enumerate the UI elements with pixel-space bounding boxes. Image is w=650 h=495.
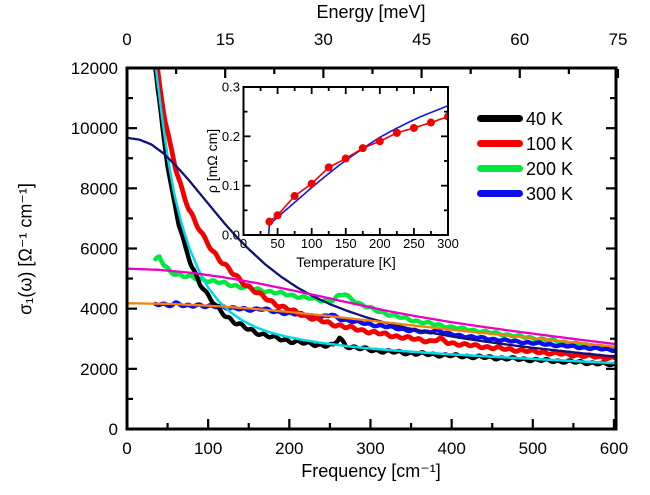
x2-tick-label: 75 — [608, 30, 627, 49]
x2-tick-label: 0 — [122, 30, 131, 49]
inset-data-point — [341, 154, 350, 163]
inset-tick-labels-group: 0 50 100 150 200 250 300 0.0 0.1 0.2 0.3 — [222, 80, 459, 252]
curve-100-k-fit — [128, 136, 615, 358]
x-tick-label: 200 — [275, 439, 303, 458]
inset-left-axis-title: ρ [mΩ cm] — [204, 128, 220, 194]
inset-x-tick-label: 0 — [240, 236, 247, 251]
y-tick-label: 6000 — [80, 240, 118, 259]
inset-y-tick-label: 0.2 — [222, 129, 240, 144]
legend-line-swatch — [477, 190, 523, 197]
inset-data-point — [444, 112, 447, 121]
inset-data-point — [265, 217, 274, 226]
legend-line-swatch — [477, 115, 523, 122]
top-axis-title: Energy [meV] — [316, 2, 426, 22]
left-axis-title: σ₁(ω) [Ω⁻¹ cm⁻¹] — [15, 183, 36, 315]
x2-tick-label: 45 — [412, 30, 431, 49]
legend-item-200k: 200 K — [477, 156, 573, 181]
inset-data-point — [358, 144, 367, 153]
inset-data-point — [392, 128, 401, 137]
y-tick-label: 4000 — [80, 300, 118, 319]
curve-200-k-fit — [128, 267, 615, 346]
x-tick-label: 500 — [519, 439, 547, 458]
main-ticks-group — [125, 66, 620, 431]
legend-label: 40 K — [526, 108, 564, 129]
inset-data-point — [324, 163, 333, 172]
inset-data-point — [426, 118, 435, 127]
bottom-axis-title: Frequency [cm⁻¹] — [301, 461, 441, 481]
main-curves-group — [128, 67, 615, 368]
x2-tick-label: 60 — [510, 30, 529, 49]
y-tick-label: 8000 — [80, 179, 118, 198]
y-tick-label: 10000 — [71, 119, 118, 138]
legend-line-swatch — [477, 140, 523, 147]
inset-ticks-group — [242, 86, 449, 236]
inset-x-tick-label: 50 — [270, 236, 284, 251]
legend: 40 K 100 K 200 K 300 K — [477, 106, 573, 206]
inset-y-tick-label: 0.0 — [222, 228, 240, 243]
legend-line-swatch — [477, 165, 523, 172]
legend-label: 200 K — [526, 158, 574, 179]
inset-data-point — [290, 192, 299, 201]
plot-frame — [125, 66, 618, 431]
legend-label: 300 K — [526, 183, 574, 204]
curve-40-k-drude-fit — [154, 67, 615, 365]
inset-data-point — [307, 179, 316, 188]
x2-tick-label: 15 — [216, 30, 235, 49]
curve-100-k-data — [154, 67, 615, 362]
legend-item-300k: 300 K — [477, 181, 573, 206]
y-tick-label: 2000 — [80, 360, 118, 379]
inset-data-point — [409, 123, 418, 132]
inset-data-point — [375, 137, 384, 146]
inset-y-tick-label: 0.3 — [222, 80, 240, 95]
legend-item-100k: 100 K — [477, 131, 573, 156]
inset-x-tick-label: 200 — [369, 236, 391, 251]
legend-item-40k: 40 K — [477, 106, 573, 131]
inset-x-tick-label: 300 — [437, 236, 459, 251]
y-tick-label: 0 — [109, 420, 118, 439]
curve-300-k-fit — [128, 302, 615, 348]
inset-x-tick-label: 150 — [335, 236, 357, 251]
x-tick-label: 400 — [437, 439, 465, 458]
x-tick-label: 100 — [194, 439, 222, 458]
inset-frame — [242, 86, 449, 236]
inset-curve-resistivity-data — [268, 116, 447, 223]
x2-tick-label: 30 — [314, 30, 333, 49]
inset-bottom-axis-title: Temperature [K] — [296, 254, 396, 270]
inset-x-tick-label: 250 — [403, 236, 425, 251]
inset-data-point — [273, 211, 282, 220]
main-tick-labels-group: 0 100 200 300 400 500 6000 15 30 45 60 750200040006… — [71, 30, 628, 458]
inset-curves-group — [265, 105, 447, 234]
x-tick-label: 600 — [600, 439, 628, 458]
y-tick-label: 12000 — [71, 59, 118, 78]
legend-label: 100 K — [526, 133, 574, 154]
inset-x-tick-label: 100 — [301, 236, 323, 251]
inset-y-tick-label: 0.1 — [222, 178, 240, 193]
x-tick-label: 300 — [356, 439, 384, 458]
x-tick-label: 0 — [122, 439, 131, 458]
